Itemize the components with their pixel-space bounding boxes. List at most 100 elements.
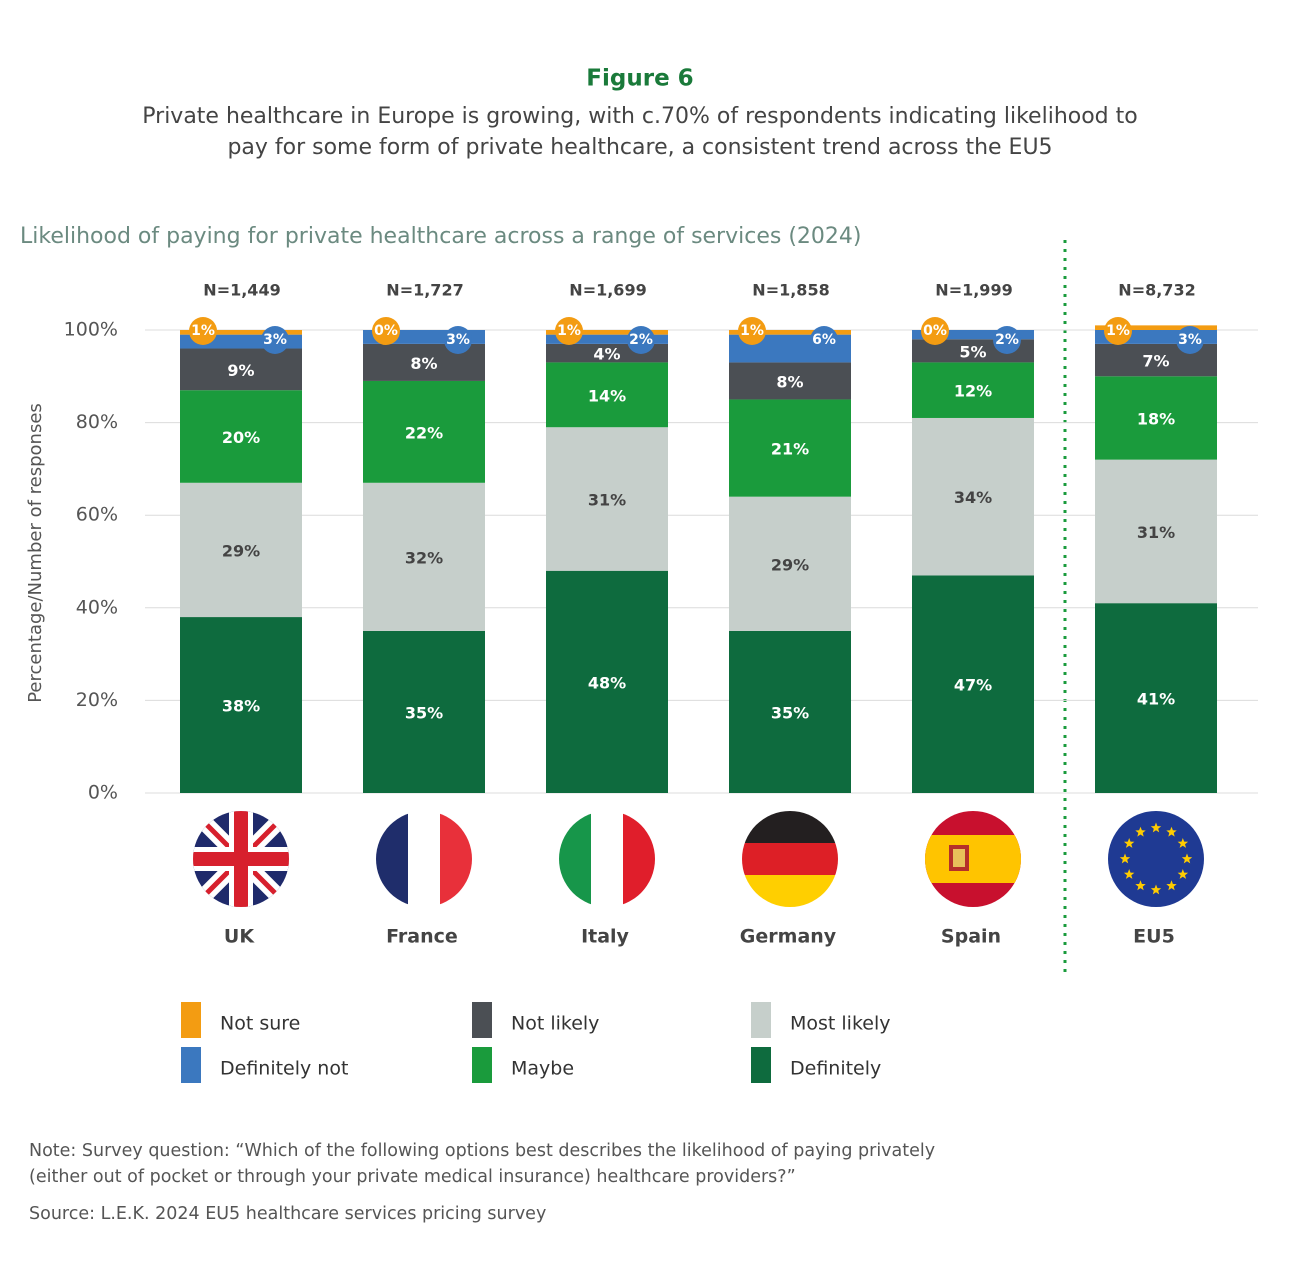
bar-segment [729, 630, 851, 793]
label-badge [261, 326, 289, 354]
label-badge [1176, 326, 1204, 354]
label-badge [738, 317, 766, 345]
value-label: 21% [771, 440, 809, 459]
value-label: 14% [588, 386, 626, 405]
flag-part [376, 811, 408, 907]
value-label: 8% [776, 372, 803, 391]
bar-segment [912, 330, 1034, 340]
title: Private healthcare in Europe is growing,… [142, 104, 1137, 129]
value-label: 34% [954, 488, 992, 507]
source: Source: L.E.K. 2024 EU5 healthcare servi… [29, 1204, 546, 1224]
value-label: 3% [1178, 332, 1202, 348]
figure-label: Figure 6 [586, 66, 693, 92]
bar-segment [729, 362, 851, 400]
bar-segment [363, 380, 485, 483]
legend-label: Not likely [511, 1013, 599, 1035]
flag-star [1135, 880, 1146, 891]
bar-segment [1095, 376, 1217, 460]
y-tick-label: 0% [88, 782, 118, 804]
flag-part [623, 811, 655, 907]
value-label: 5% [959, 342, 986, 361]
n-label: N=8,732 [1118, 281, 1195, 300]
value-label: 6% [812, 332, 836, 348]
bar-segment [363, 630, 485, 793]
value-label: 7% [1142, 352, 1169, 371]
value-label: 31% [588, 490, 626, 509]
flag-part [408, 811, 440, 907]
bar-segment [729, 330, 851, 335]
value-label: 48% [588, 673, 626, 692]
bar-segment [1095, 459, 1217, 604]
y-tick-label: 20% [76, 689, 118, 711]
value-label: 4% [593, 345, 620, 364]
flag-part [742, 875, 838, 907]
flag-star [1166, 826, 1177, 837]
label-badge [810, 326, 838, 354]
bar-segment [180, 348, 302, 391]
flag-star [1177, 838, 1189, 848]
x-tick-label: Italy [581, 926, 629, 948]
bar-segment [180, 617, 302, 793]
bar-segment [546, 362, 668, 428]
bar-segment [546, 330, 668, 335]
flag-part [742, 811, 838, 843]
bar-segment [180, 330, 302, 335]
label-badge [555, 317, 583, 345]
bar-segment [546, 427, 668, 571]
label-badge [921, 317, 949, 345]
legend-swatch [751, 1047, 771, 1083]
y-axis-label: Percentage/Number of responses [25, 403, 46, 703]
flag [1108, 811, 1204, 907]
legend-label: Definitely not [220, 1058, 348, 1080]
value-label: 12% [954, 382, 992, 401]
flag-star [1123, 869, 1135, 879]
legend-swatch [751, 1002, 771, 1038]
x-tick-label: UK [224, 926, 255, 948]
flag-part [742, 843, 838, 875]
y-tick-label: 80% [76, 411, 118, 433]
flag-part [559, 811, 591, 907]
value-label: 3% [446, 332, 470, 348]
flag-star [1150, 884, 1162, 895]
bar-segment [729, 399, 851, 497]
legend-label: Most likely [790, 1013, 891, 1035]
x-tick-label: Germany [740, 926, 837, 948]
label-badge [444, 326, 472, 354]
flag-star [1119, 853, 1131, 864]
n-label: N=1,858 [752, 281, 829, 300]
flag-star [1123, 838, 1135, 848]
flag [925, 811, 1021, 907]
value-label: 0% [374, 323, 398, 339]
flag [193, 811, 289, 907]
value-label: 3% [263, 332, 287, 348]
n-label: N=1,449 [203, 281, 280, 300]
bar-segment [912, 362, 1034, 418]
value-label: 32% [405, 548, 443, 567]
value-label: 1% [740, 323, 764, 339]
bar-segment [363, 482, 485, 631]
flag [742, 811, 838, 907]
note: Note: Survey question: “Which of the fol… [29, 1141, 935, 1161]
label-badge [189, 317, 217, 345]
flag-star [1177, 869, 1189, 879]
value-label: 1% [1106, 323, 1130, 339]
flag-star [1181, 853, 1193, 864]
x-tick-label: France [386, 926, 458, 948]
flag [559, 811, 655, 907]
value-label: 31% [1137, 523, 1175, 542]
legend-swatch [472, 1002, 492, 1038]
x-tick-label: Spain [941, 926, 1001, 948]
value-label: 8% [410, 354, 437, 373]
flag-star [1135, 826, 1146, 837]
y-tick-label: 100% [64, 319, 118, 341]
flag-star [1166, 880, 1177, 891]
legend-label: Definitely [790, 1058, 881, 1080]
label-badge [993, 326, 1021, 354]
bar-segment [180, 390, 302, 483]
value-label: 35% [771, 703, 809, 722]
bar-segment [546, 570, 668, 793]
value-label: 29% [771, 555, 809, 574]
value-label: 18% [1137, 409, 1175, 428]
n-label: N=1,699 [569, 281, 646, 300]
